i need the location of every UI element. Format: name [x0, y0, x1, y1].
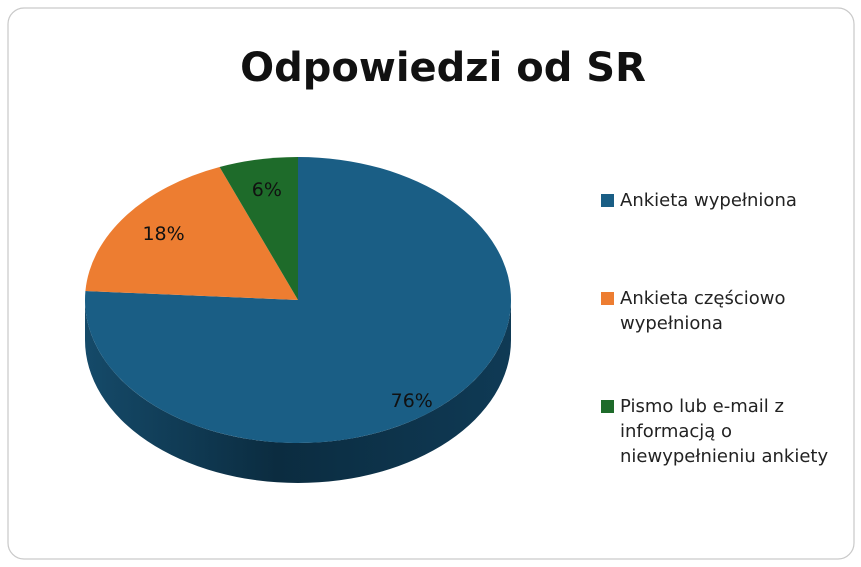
- data-label: 6%: [252, 179, 282, 201]
- legend-item: Pismo lub e-mail z informacją o niewypeł…: [600, 394, 852, 469]
- pie-side: [85, 300, 511, 483]
- data-label: 18%: [142, 223, 184, 245]
- pie-slice: [219, 157, 298, 300]
- pie-slice: [84, 157, 511, 443]
- legend-label: Ankieta częściowo wypełniona: [620, 288, 786, 334]
- pie: 76% 18% 6%: [84, 157, 511, 483]
- legend-label: Pismo lub e-mail z informacją o niewypeł…: [620, 396, 829, 467]
- legend-label: Ankieta wypełniona: [620, 190, 797, 211]
- legend-swatch: [601, 400, 614, 413]
- data-label: 76%: [391, 390, 433, 412]
- legend-item: Ankieta wypełniona: [600, 188, 852, 213]
- pie-slice: [85, 167, 298, 300]
- chart-title: Odpowiedzi od SR: [240, 45, 646, 91]
- legend-item: Ankieta częściowo wypełniona: [600, 286, 852, 336]
- legend-swatch: [601, 292, 614, 305]
- legend-swatch: [601, 194, 614, 207]
